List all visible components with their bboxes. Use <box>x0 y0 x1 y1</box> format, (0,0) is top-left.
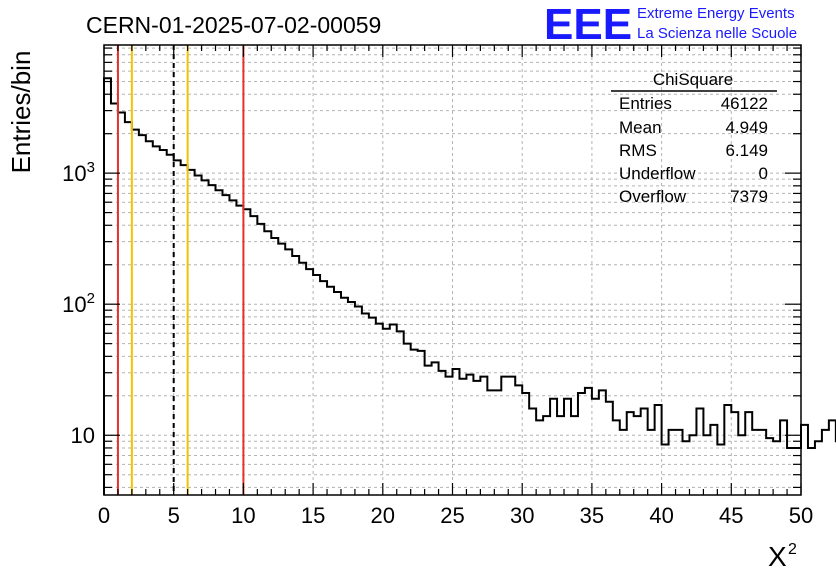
stats-label: RMS <box>619 141 657 160</box>
x-tick-label: 50 <box>789 503 813 528</box>
y-tick-label: 102 <box>62 290 95 317</box>
chart-title: CERN-01-2025-07-02-00059 <box>86 12 381 38</box>
x-tick-label: 35 <box>580 503 604 528</box>
stats-row: Mean 4.949 <box>619 118 768 137</box>
x-tick-label: 25 <box>440 503 464 528</box>
logo-line-1: Extreme Energy Events <box>637 5 795 22</box>
y-tick-label: 10 <box>71 423 95 448</box>
stats-title: ChiSquare <box>653 70 733 89</box>
x-tick-label: 0 <box>98 503 110 528</box>
stats-row: Overflow 7379 <box>619 187 768 206</box>
stats-value: 6.149 <box>725 141 768 160</box>
y-axis-label: Entries/bin <box>6 51 36 174</box>
eee-logo: EEE Extreme Energy Events La Scienza nel… <box>544 0 797 49</box>
x-tick-label: 45 <box>719 503 743 528</box>
stats-label: Underflow <box>619 164 696 183</box>
x-axis-label-exponent: 2 <box>788 541 797 558</box>
stats-value: 0 <box>759 164 768 183</box>
stats-label: Entries <box>619 94 672 113</box>
stats-row: Underflow 0 <box>619 164 768 183</box>
x-axis-label-base: X <box>768 541 787 572</box>
y-tick-label: 103 <box>62 159 95 186</box>
x-tick-label: 40 <box>649 503 673 528</box>
logo-line-2: La Scienza nelle Scuole <box>637 25 797 42</box>
axes: 0 5 10 15 20 25 30 35 40 45 50 10 102 103 <box>62 44 813 528</box>
x-tick-label: 15 <box>301 503 325 528</box>
stats-row: Entries 46122 <box>619 94 768 113</box>
x-tick-label: 30 <box>510 503 534 528</box>
x-tick-label: 10 <box>231 503 255 528</box>
x-axis-label: X 2 <box>768 541 797 572</box>
stats-value: 46122 <box>721 94 768 113</box>
stats-label: Overflow <box>619 187 687 206</box>
stats-value: 4.949 <box>725 118 768 137</box>
stats-row: RMS 6.149 <box>619 141 768 160</box>
x-tick-label: 20 <box>371 503 395 528</box>
eee-logo-mark: EEE <box>544 0 632 49</box>
stats-value: 7379 <box>730 187 768 206</box>
marker-lines <box>116 45 245 495</box>
stats-label: Mean <box>619 118 662 137</box>
x-tick-label: 5 <box>168 503 180 528</box>
stats-box: ChiSquare Entries 46122 Mean 4.949 RMS 6… <box>611 70 777 206</box>
